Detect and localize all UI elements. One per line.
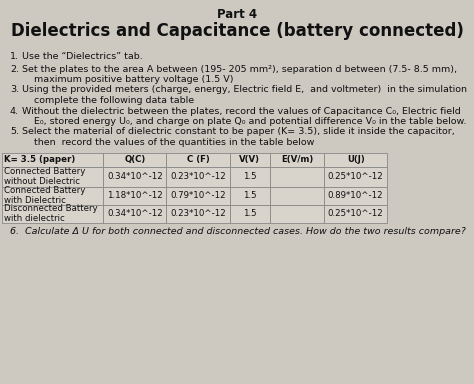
Text: Set the plates to the area A between (195- 205 mm²), separation d between (7.5- : Set the plates to the area A between (19… <box>22 65 457 84</box>
Text: 0.34*10^-12: 0.34*10^-12 <box>107 209 163 218</box>
Bar <box>2 152 103 167</box>
Bar <box>103 167 166 187</box>
Bar <box>324 205 387 222</box>
Bar <box>230 152 270 167</box>
Text: 1.18*10^-12: 1.18*10^-12 <box>107 191 163 200</box>
Text: C (F): C (F) <box>187 155 210 164</box>
Bar <box>166 205 230 222</box>
Text: 0.79*10^-12: 0.79*10^-12 <box>171 191 226 200</box>
Bar <box>230 167 270 187</box>
Bar <box>103 152 166 167</box>
Text: Connected Battery
with Dielectric: Connected Battery with Dielectric <box>4 186 85 205</box>
Text: Using the provided meters (charge, energy, Electric field E,  and voltmeter)  in: Using the provided meters (charge, energ… <box>22 86 467 105</box>
Text: 2.: 2. <box>10 65 19 73</box>
Text: Part 4: Part 4 <box>217 8 257 21</box>
Text: Without the dielectric between the plates, record the values of Capacitance C₀, : Without the dielectric between the plate… <box>22 106 466 126</box>
Bar <box>103 205 166 222</box>
Text: Disconnected Battery
with dielectric: Disconnected Battery with dielectric <box>4 204 98 223</box>
Text: E(V/m): E(V/m) <box>281 155 313 164</box>
Text: 3.: 3. <box>10 86 19 94</box>
Text: 0.23*10^-12: 0.23*10^-12 <box>170 172 226 181</box>
Text: 4.: 4. <box>10 106 19 116</box>
Text: 0.25*10^-12: 0.25*10^-12 <box>328 172 383 181</box>
Bar <box>2 205 103 222</box>
Text: U(J): U(J) <box>347 155 365 164</box>
Bar <box>2 187 103 205</box>
Text: V(V): V(V) <box>239 155 260 164</box>
Bar <box>324 187 387 205</box>
Text: Dielectrics and Capacitance (battery connected): Dielectrics and Capacitance (battery con… <box>10 22 464 40</box>
Text: Q(C): Q(C) <box>124 155 146 164</box>
Text: 1.5: 1.5 <box>243 191 257 200</box>
Text: 1.5: 1.5 <box>243 209 257 218</box>
Text: K= 3.5 (paper): K= 3.5 (paper) <box>4 155 75 164</box>
Bar <box>270 187 324 205</box>
Text: Select the material of dielectric constant to be paper (K= 3.5), slide it inside: Select the material of dielectric consta… <box>22 127 455 147</box>
Bar <box>270 205 324 222</box>
Bar <box>230 187 270 205</box>
Bar <box>324 152 387 167</box>
Bar <box>166 167 230 187</box>
Bar <box>166 152 230 167</box>
Bar <box>270 152 324 167</box>
Text: 0.34*10^-12: 0.34*10^-12 <box>107 172 163 181</box>
Bar <box>2 167 103 187</box>
Text: 1.: 1. <box>10 52 19 61</box>
Bar <box>270 167 324 187</box>
Text: Use the “Dielectrics” tab.: Use the “Dielectrics” tab. <box>22 52 143 61</box>
Text: 1.5: 1.5 <box>243 172 257 181</box>
Text: 0.23*10^-12: 0.23*10^-12 <box>170 209 226 218</box>
Bar <box>166 187 230 205</box>
Text: 0.25*10^-12: 0.25*10^-12 <box>328 209 383 218</box>
Text: Connected Battery
without Dielectric: Connected Battery without Dielectric <box>4 167 85 186</box>
Text: 6.  Calculate Δ U for both connected and disconnected cases. How do the two resu: 6. Calculate Δ U for both connected and … <box>10 227 466 237</box>
Bar <box>324 167 387 187</box>
Bar <box>103 187 166 205</box>
Text: 0.89*10^-12: 0.89*10^-12 <box>328 191 383 200</box>
Text: 5.: 5. <box>10 127 19 136</box>
Bar <box>230 205 270 222</box>
